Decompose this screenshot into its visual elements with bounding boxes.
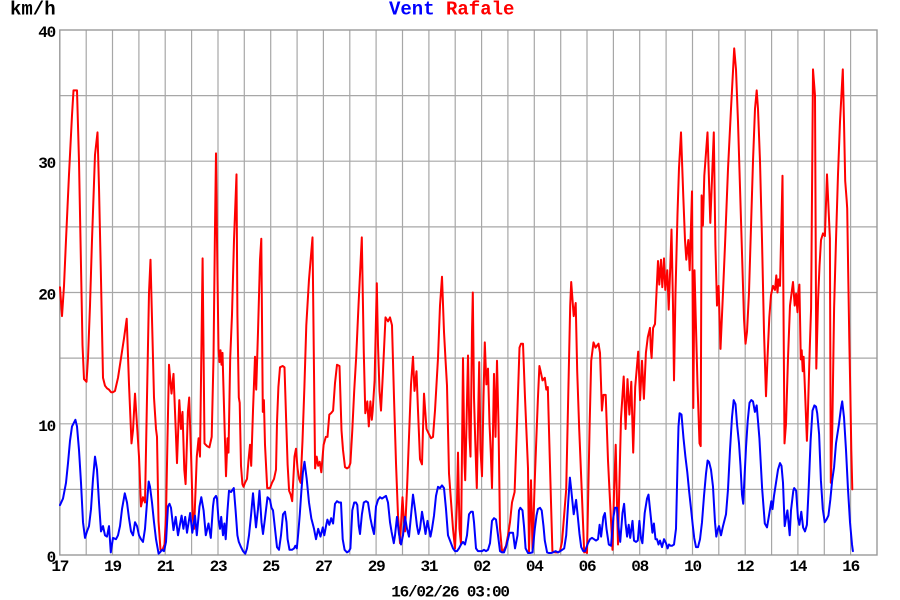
svg-text:20: 20	[38, 287, 55, 305]
svg-text:10: 10	[684, 558, 701, 576]
svg-text:29: 29	[368, 558, 385, 576]
svg-text:02: 02	[473, 558, 490, 576]
svg-text:0: 0	[47, 549, 56, 567]
svg-text:31: 31	[420, 558, 437, 576]
svg-text:10: 10	[38, 418, 55, 436]
svg-text:06: 06	[579, 558, 596, 576]
svg-text:km/h: km/h	[10, 0, 56, 21]
svg-text:25: 25	[262, 558, 279, 576]
svg-text:16: 16	[842, 558, 859, 576]
svg-text:21: 21	[157, 558, 174, 576]
svg-text:16/02/26 03:00: 16/02/26 03:00	[391, 584, 509, 600]
svg-text:19: 19	[104, 558, 121, 576]
svg-text:14: 14	[789, 558, 807, 576]
svg-text:40: 40	[38, 24, 55, 42]
svg-text:23: 23	[210, 558, 227, 576]
svg-text:Vent: Vent	[389, 0, 435, 21]
svg-text:27: 27	[315, 558, 332, 576]
svg-text:08: 08	[631, 558, 648, 576]
svg-text:04: 04	[526, 558, 544, 576]
svg-text:17: 17	[51, 558, 68, 576]
svg-text:30: 30	[38, 155, 55, 173]
svg-text:Rafale: Rafale	[446, 0, 514, 21]
svg-text:12: 12	[737, 558, 754, 576]
